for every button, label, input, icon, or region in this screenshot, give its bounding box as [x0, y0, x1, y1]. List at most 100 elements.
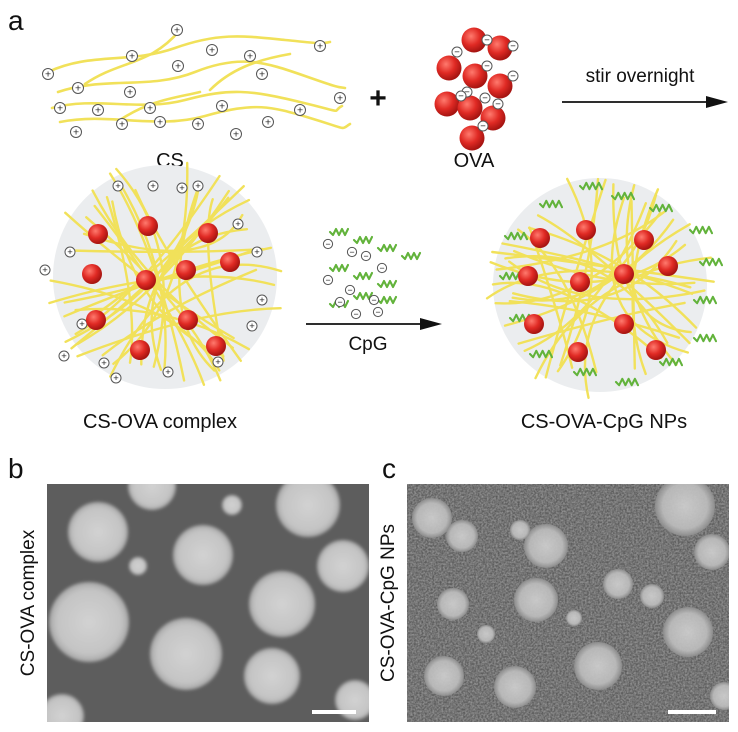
cpg-strand [352, 235, 374, 245]
svg-text:−: − [363, 251, 368, 261]
tem-particle [68, 502, 128, 562]
ova-protein-sphere [568, 342, 588, 362]
tem-particle [49, 582, 129, 662]
svg-text:+: + [259, 69, 265, 80]
ova-protein-sphere [434, 91, 460, 117]
tem-image-cs-ova-complex [47, 484, 369, 722]
chitosan-chains-illustration: + + + + + + + + + + + + + + + + + + + + + + [42, 24, 352, 140]
tem-particle [424, 656, 464, 696]
tem-particle [276, 484, 340, 537]
svg-text:+: + [45, 69, 51, 80]
tem-particle [244, 648, 300, 704]
tem-particle [574, 642, 622, 690]
svg-text:+: + [195, 119, 201, 130]
negative-charge-icon: − [455, 90, 467, 102]
cpg-strand [528, 349, 554, 359]
tem-particle [566, 610, 582, 626]
negative-charge-icon: − [507, 40, 519, 52]
ova-protein-sphere [206, 336, 226, 356]
svg-text:+: + [219, 101, 225, 112]
cpg-strand [614, 377, 640, 387]
svg-text:+: + [57, 103, 63, 114]
positive-charge-icon: + [216, 100, 228, 112]
svg-text:+: + [119, 119, 125, 130]
cpg-strand [352, 271, 374, 281]
tem-particle [173, 525, 233, 585]
tem-particle [128, 484, 176, 510]
tem-particle [710, 682, 729, 710]
tem-particle [335, 680, 369, 720]
negative-charge-icon: − [360, 251, 372, 262]
ova-protein-sphere [88, 224, 108, 244]
svg-text:+: + [79, 319, 85, 330]
cpg-strand [376, 279, 398, 289]
plus-sign: + [369, 82, 387, 115]
panel-letter-b: b [8, 453, 24, 484]
cpg-strand [538, 199, 564, 209]
scale-bar-c [668, 710, 716, 714]
positive-charge-icon: + [154, 116, 166, 128]
svg-text:−: − [510, 41, 516, 52]
ova-protein-cluster: −−−−−−− −−− [434, 27, 519, 151]
positive-charge-icon: + [72, 82, 84, 94]
svg-text:+: + [249, 321, 255, 332]
svg-text:+: + [150, 181, 156, 192]
ova-protein-sphere [634, 230, 654, 250]
panel-b-side-label: CS-OVA complex [18, 529, 39, 676]
positive-charge-icon: + [176, 182, 188, 194]
cpg-strand [692, 333, 718, 343]
panel-letter-a: a [8, 5, 24, 36]
svg-text:+: + [215, 357, 221, 368]
ova-protein-sphere [198, 223, 218, 243]
ova-protein-sphere [86, 310, 106, 330]
positive-charge-icon: + [58, 350, 70, 362]
tem-particle [655, 484, 715, 536]
svg-text:−: − [375, 307, 380, 317]
panel-c-side-label: CS-OVA-CpG NPs [378, 524, 399, 682]
ova-protein-sphere [138, 216, 158, 236]
svg-text:−: − [337, 297, 342, 307]
positive-charge-icon: + [206, 44, 218, 56]
positive-charge-icon: + [112, 180, 124, 192]
tem-image-cs-ova-cpg-nps [407, 484, 729, 722]
tem-particle [494, 666, 536, 708]
positive-charge-icon: + [334, 92, 346, 104]
positive-charge-icon: + [192, 118, 204, 130]
svg-text:+: + [265, 117, 271, 128]
ova-protein-sphere [178, 310, 198, 330]
tem-particle [477, 625, 495, 643]
svg-text:−: − [347, 285, 352, 295]
positive-charge-icon: + [110, 372, 122, 384]
cpg-strand [503, 231, 529, 241]
cpg-strand [328, 263, 350, 273]
cpg-strand [376, 243, 398, 253]
ova-protein-sphere [614, 314, 634, 334]
cpg-arrow [306, 318, 442, 330]
tem-particle [47, 694, 84, 722]
svg-text:−: − [371, 295, 376, 305]
positive-charge-icon: + [147, 180, 159, 192]
positive-charge-icon: + [256, 294, 268, 306]
cs-ova-cpg-nps-label: CS-OVA-CpG NPs [521, 411, 687, 433]
cpg-strand [578, 181, 604, 191]
svg-text:+: + [209, 45, 215, 56]
cpg-strand [328, 227, 350, 237]
svg-text:+: + [61, 351, 67, 362]
tem-particle [510, 520, 530, 540]
ova-protein-sphere [530, 228, 550, 248]
ova-protein-sphere [220, 252, 240, 272]
positive-charge-icon: + [314, 40, 326, 52]
svg-text:−: − [464, 87, 470, 98]
cpg-strand [610, 191, 636, 201]
svg-text:−: − [325, 275, 330, 285]
tem-particle [524, 524, 568, 568]
positive-charge-icon: + [192, 180, 204, 192]
ova-protein-sphere [461, 27, 487, 53]
ova-protein-sphere [518, 266, 538, 286]
ova-protein-sphere [658, 256, 678, 276]
cpg-strand [400, 251, 422, 261]
tem-particle [412, 498, 452, 538]
ova-protein-sphere [457, 95, 483, 121]
positive-charge-icon: + [251, 246, 263, 258]
